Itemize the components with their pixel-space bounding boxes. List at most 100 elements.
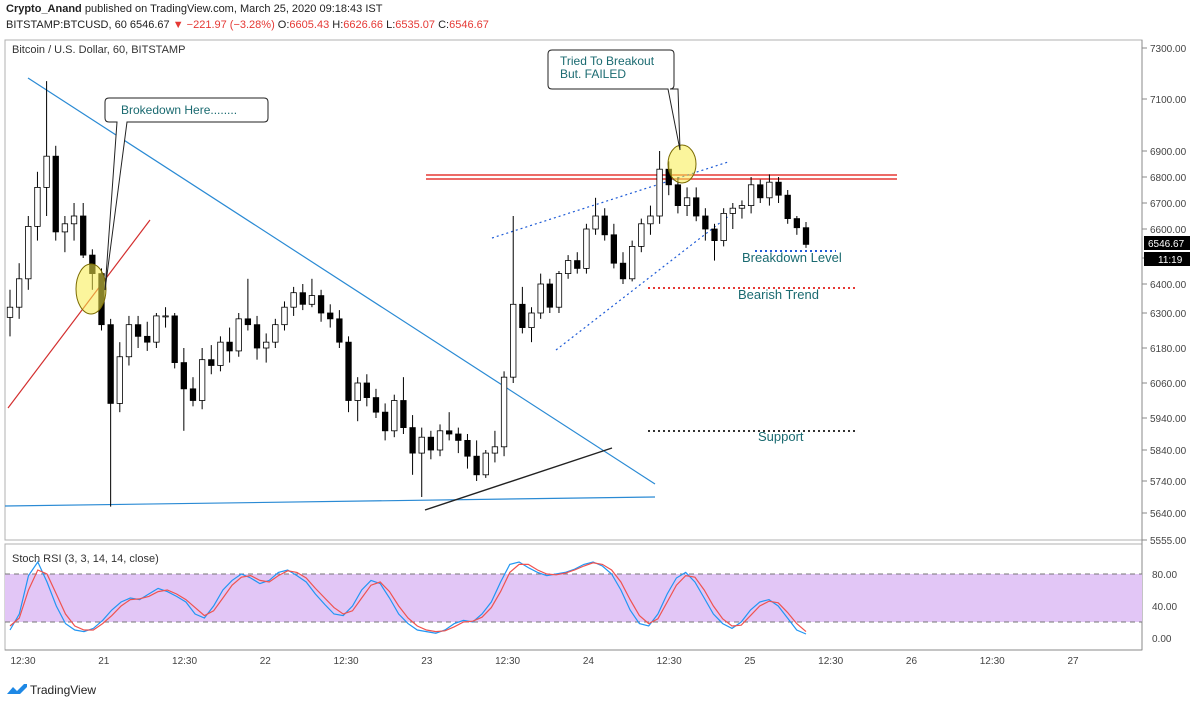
rsi-d-line[interactable] [9, 562, 807, 633]
candle-body[interactable] [272, 324, 279, 343]
candle-body[interactable] [455, 433, 462, 441]
candle-body[interactable] [208, 359, 215, 366]
candle-body[interactable] [107, 324, 114, 404]
candle-body[interactable] [217, 341, 224, 366]
candle-body[interactable] [619, 262, 627, 280]
candle-body[interactable] [473, 455, 480, 476]
candle-body[interactable] [519, 303, 526, 328]
candle-body[interactable] [336, 318, 343, 343]
candle-body[interactable] [34, 186, 41, 227]
candle-body[interactable] [546, 283, 553, 308]
candle-body[interactable] [775, 181, 782, 196]
candle-body[interactable] [674, 184, 682, 207]
breakdown-highlight[interactable] [75, 263, 107, 315]
candle-body[interactable] [244, 318, 252, 326]
candle-body[interactable] [482, 452, 489, 476]
candle-body[interactable] [400, 400, 407, 429]
candle-body[interactable] [16, 278, 23, 308]
candle-body[interactable] [354, 382, 361, 401]
candle-body[interactable] [491, 446, 499, 454]
candle-body[interactable] [235, 318, 242, 352]
candle-body[interactable] [144, 335, 151, 343]
candle-body[interactable] [299, 292, 306, 305]
candle-body[interactable] [409, 427, 416, 454]
chart-canvas[interactable]: Bitcoin / U.S. Dollar, 60, BITSTAMP Stoc… [0, 36, 1200, 676]
candle-body[interactable] [793, 218, 800, 229]
candle-body[interactable] [528, 312, 535, 328]
candle-body[interactable] [61, 223, 69, 233]
candle-body[interactable] [116, 356, 123, 404]
candle-body[interactable] [629, 245, 636, 280]
candle-body[interactable] [189, 388, 197, 401]
candle-body[interactable] [290, 292, 297, 308]
candle-body[interactable] [263, 341, 270, 349]
candle-body[interactable] [52, 155, 59, 233]
candle-body[interactable] [391, 400, 398, 432]
candle-body[interactable] [43, 155, 50, 188]
descending-trendline[interactable] [27, 77, 656, 485]
candle-body[interactable] [308, 295, 316, 305]
candles[interactable] [6, 81, 810, 507]
candle-body[interactable] [766, 181, 773, 199]
candle-body[interactable] [583, 228, 590, 269]
candle-body[interactable] [418, 436, 425, 454]
candle-body[interactable] [537, 283, 544, 314]
candle-body[interactable] [510, 303, 517, 378]
support-trendline[interactable] [424, 447, 613, 511]
candle-body[interactable] [729, 207, 736, 214]
candle-body[interactable] [317, 295, 325, 314]
red-trendline[interactable] [7, 219, 151, 409]
author-name[interactable]: Crypto_Anand [6, 3, 82, 15]
candle-body[interactable] [363, 382, 370, 398]
candle-body[interactable] [345, 341, 352, 401]
footer-brand[interactable]: TradingView [30, 683, 97, 697]
candle-body[interactable] [6, 306, 14, 318]
candle-body[interactable] [610, 234, 618, 264]
candle-body[interactable] [564, 260, 572, 275]
candle-body[interactable] [711, 228, 718, 241]
candle-body[interactable] [80, 215, 87, 256]
candle-body[interactable] [162, 315, 169, 318]
candle-body[interactable] [125, 324, 133, 358]
candle-body[interactable] [720, 212, 727, 241]
candle-body[interactable] [784, 194, 791, 219]
candle-body[interactable] [281, 306, 288, 326]
candle-body[interactable] [555, 273, 563, 308]
candle-body[interactable] [253, 324, 261, 349]
candle-body[interactable] [446, 430, 453, 435]
base-trendline[interactable] [4, 496, 656, 507]
candle-body[interactable] [25, 225, 32, 280]
candle-body[interactable] [500, 376, 508, 448]
candle-body[interactable] [574, 260, 581, 269]
breakout-highlight[interactable] [667, 144, 697, 184]
candle-body[interactable] [171, 315, 178, 363]
candle-body[interactable] [757, 184, 764, 199]
candle-body[interactable] [198, 359, 206, 401]
candle-body[interactable] [436, 430, 444, 451]
candle-body[interactable] [592, 215, 599, 230]
candle-body[interactable] [638, 223, 645, 247]
candle-body[interactable] [427, 436, 435, 451]
candle-body[interactable] [693, 197, 700, 217]
candle-body[interactable] [70, 215, 78, 225]
candle-body[interactable] [647, 215, 654, 225]
candle-body[interactable] [747, 184, 755, 207]
candle-body[interactable] [683, 197, 691, 207]
candle-body[interactable] [601, 215, 608, 236]
candle-body[interactable] [226, 341, 233, 352]
candle-body[interactable] [153, 315, 160, 343]
callout-breakout[interactable] [547, 49, 681, 151]
callout-brokedown[interactable] [104, 97, 269, 291]
candle-body[interactable] [802, 227, 810, 245]
candle-body[interactable] [702, 215, 709, 230]
candle-body[interactable] [464, 439, 471, 457]
rising-channel-bottom[interactable] [555, 214, 731, 351]
candle-body[interactable] [180, 362, 187, 390]
candle-body[interactable] [327, 312, 334, 320]
candle-body[interactable] [381, 411, 389, 432]
candle-body[interactable] [738, 205, 746, 209]
candle-body[interactable] [656, 168, 663, 217]
main-pane[interactable] [4, 39, 1143, 541]
candle-body[interactable] [134, 324, 142, 337]
candle-body[interactable] [372, 397, 380, 413]
